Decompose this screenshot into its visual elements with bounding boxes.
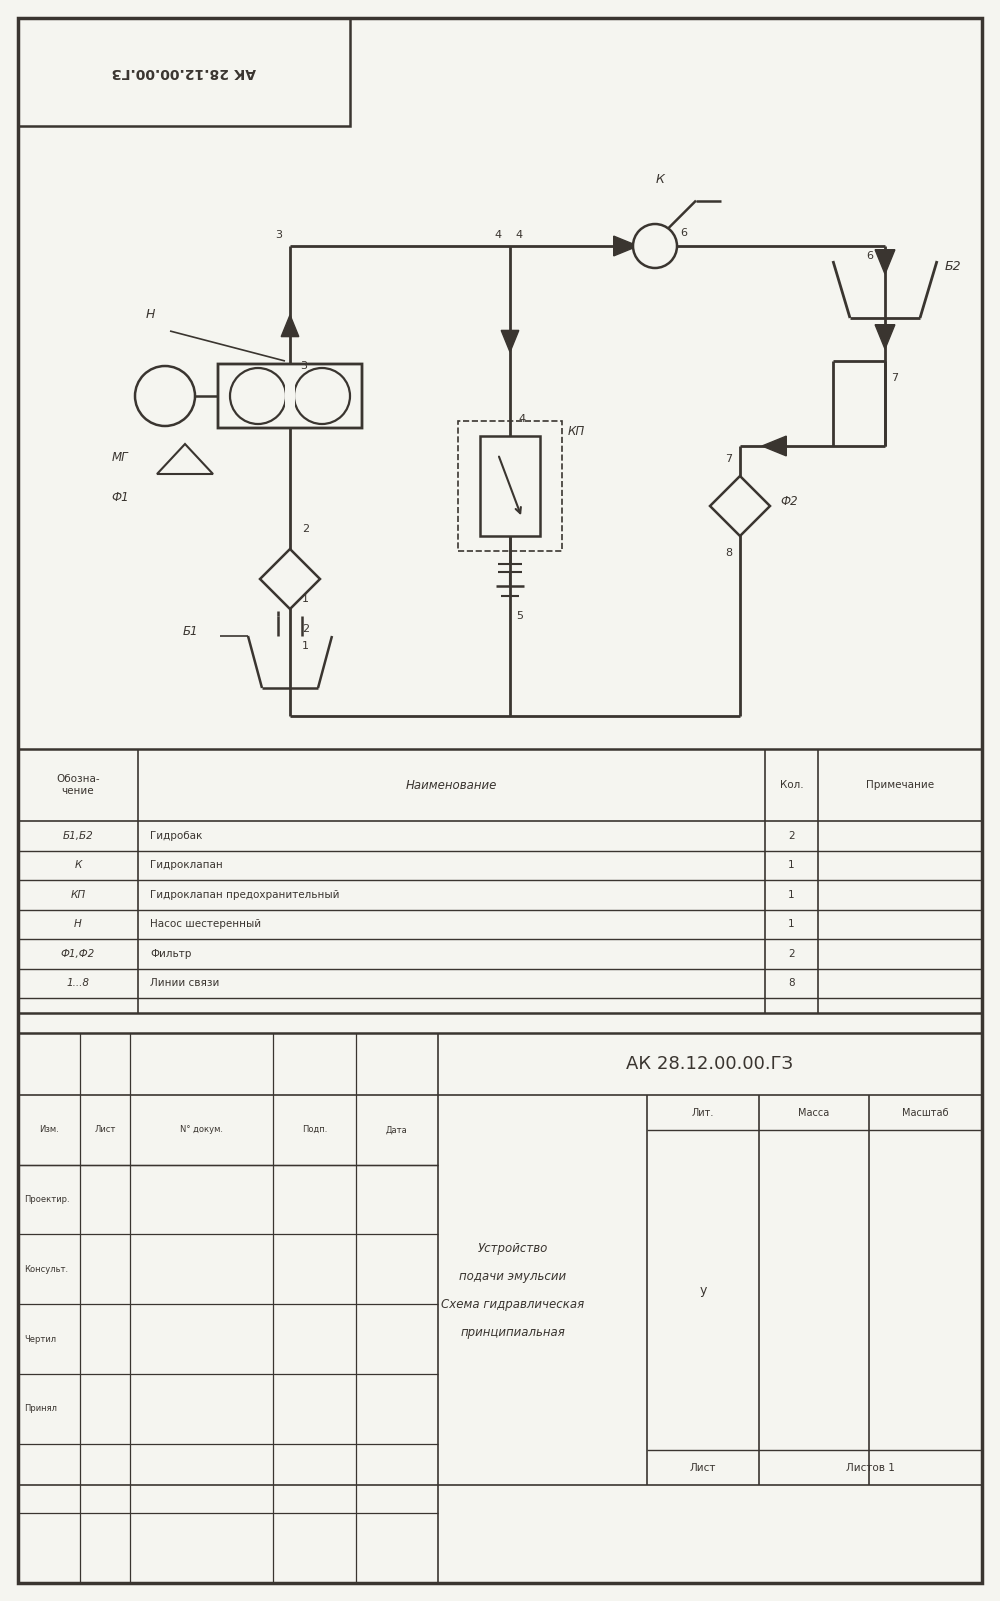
Text: Б1,Б2: Б1,Б2: [63, 831, 93, 841]
Text: 1: 1: [788, 919, 795, 930]
Text: Изм.: Изм.: [39, 1126, 59, 1135]
Polygon shape: [875, 325, 895, 349]
Text: Н: Н: [74, 919, 82, 930]
Text: Наименование: Наименование: [406, 778, 497, 791]
Text: принципиальная: принципиальная: [460, 1326, 565, 1338]
Bar: [18, 749, 982, 1013]
Circle shape: [633, 224, 677, 267]
Text: 6: 6: [866, 251, 873, 261]
Text: Фильтр: Фильтр: [150, 949, 191, 959]
Bar: [458, 421, 562, 551]
Text: К: К: [74, 860, 82, 871]
Text: Ф1,Ф2: Ф1,Ф2: [61, 949, 95, 959]
Text: 4: 4: [495, 231, 502, 240]
Text: Устройство: Устройство: [477, 1241, 548, 1255]
Text: 3: 3: [275, 231, 282, 240]
Text: Ф2: Ф2: [780, 495, 798, 508]
Text: 2: 2: [302, 524, 309, 535]
Circle shape: [294, 368, 350, 424]
Bar: [480, 435, 540, 536]
Text: Гидроклапан предохранительный: Гидроклапан предохранительный: [150, 890, 340, 900]
Text: 4: 4: [515, 231, 522, 240]
Text: 8: 8: [725, 548, 732, 559]
Text: 5: 5: [516, 612, 523, 621]
Text: Лист: Лист: [94, 1126, 116, 1135]
Polygon shape: [157, 443, 213, 474]
Text: Насос шестеренный: Насос шестеренный: [150, 919, 261, 930]
Text: Кол.: Кол.: [780, 780, 803, 789]
Text: 7: 7: [891, 373, 898, 383]
Text: Линии связи: Линии связи: [150, 978, 219, 988]
Text: Б2: Б2: [945, 259, 962, 272]
Text: Примечание: Примечание: [866, 780, 934, 789]
Text: 3: 3: [300, 360, 307, 371]
Text: МГ: МГ: [112, 451, 128, 464]
Bar: [18, 1033, 982, 1583]
Text: Дата: Дата: [386, 1126, 408, 1135]
FancyBboxPatch shape: [218, 363, 362, 427]
Text: Обозна-
чение: Обозна- чение: [56, 773, 100, 796]
Text: АК 28.12.00.00.ГЗ: АК 28.12.00.00.ГЗ: [112, 66, 256, 78]
Polygon shape: [762, 435, 786, 456]
Text: 2: 2: [788, 949, 795, 959]
Circle shape: [135, 367, 195, 426]
Text: 1: 1: [302, 640, 309, 652]
Text: Принял: Принял: [24, 1404, 57, 1414]
Polygon shape: [501, 330, 519, 352]
Text: АК 28.12.00.00.ГЗ: АК 28.12.00.00.ГЗ: [626, 1055, 794, 1073]
Polygon shape: [710, 475, 770, 536]
Text: 2: 2: [788, 831, 795, 841]
Bar: [18, 18, 350, 126]
Polygon shape: [614, 235, 638, 256]
Text: N° докум.: N° докум.: [180, 1126, 223, 1135]
Text: Масштаб: Масштаб: [902, 1108, 949, 1117]
Text: 8: 8: [788, 978, 795, 988]
Text: Лист: Лист: [690, 1462, 716, 1473]
Text: КП: КП: [70, 890, 86, 900]
Text: Консульт.: Консульт.: [24, 1265, 68, 1274]
Text: Лит.: Лит.: [692, 1108, 714, 1117]
Polygon shape: [875, 250, 895, 274]
Text: Н: Н: [145, 307, 155, 320]
Text: К: К: [656, 173, 664, 186]
Text: Ф1: Ф1: [111, 492, 129, 504]
Bar: [285, 367, 295, 426]
Text: КП: КП: [568, 424, 585, 437]
Text: Гидроклапан: Гидроклапан: [150, 860, 223, 871]
Text: Чертил: Чертил: [24, 1335, 56, 1343]
Text: 7: 7: [725, 455, 732, 464]
Text: 2: 2: [302, 624, 309, 634]
Text: Подп.: Подп.: [302, 1126, 327, 1135]
Text: у: у: [699, 1284, 707, 1297]
Text: 1: 1: [302, 594, 309, 604]
Text: 1: 1: [788, 890, 795, 900]
Polygon shape: [260, 549, 320, 608]
Text: Схема гидравлическая: Схема гидравлическая: [441, 1297, 584, 1311]
Polygon shape: [146, 389, 165, 403]
Text: Листов 1: Листов 1: [846, 1462, 895, 1473]
Polygon shape: [281, 315, 299, 336]
Text: 1: 1: [788, 860, 795, 871]
Text: Проектир.: Проектир.: [24, 1194, 70, 1204]
Text: Масса: Масса: [798, 1108, 830, 1117]
Circle shape: [230, 368, 286, 424]
Text: Б1: Б1: [182, 624, 198, 637]
Text: Гидробак: Гидробак: [150, 831, 202, 841]
Text: 1...8: 1...8: [66, 978, 89, 988]
Text: 6: 6: [680, 227, 687, 239]
Text: 4: 4: [518, 415, 525, 424]
Text: подачи эмульсии: подачи эмульсии: [459, 1270, 566, 1282]
Polygon shape: [730, 501, 744, 511]
